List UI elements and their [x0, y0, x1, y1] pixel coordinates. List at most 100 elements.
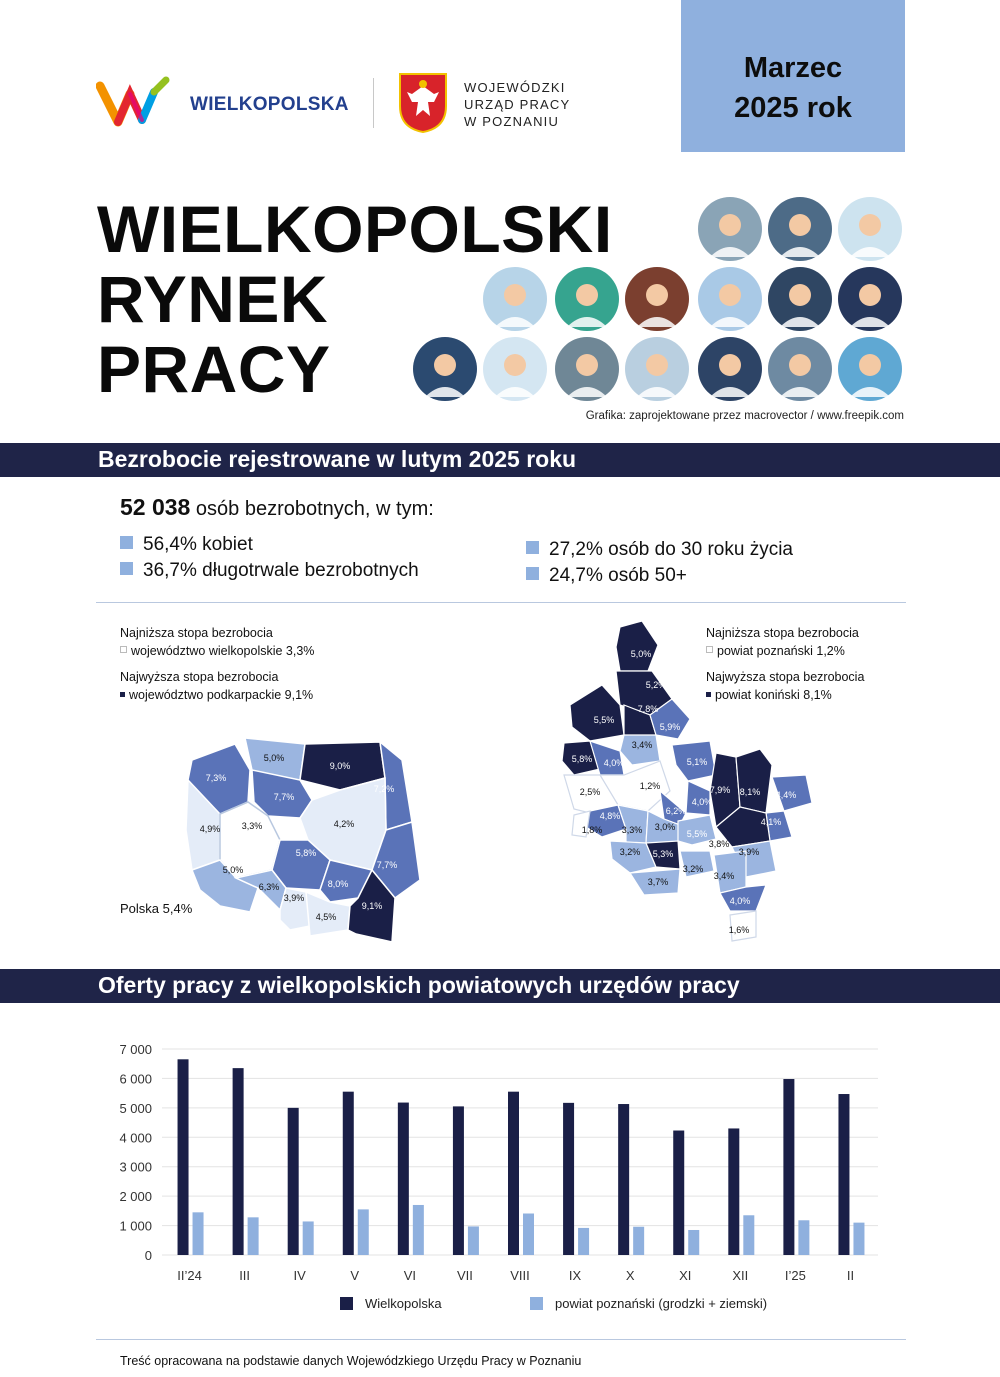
powiat-rate-label: 4,0%: [604, 758, 625, 768]
unemployed-total: 52 038 osób bezrobotnych, w tym:: [120, 494, 434, 521]
stat-under30-text: 27,2% osób do 30 roku życia: [549, 539, 793, 560]
wielkopolska-powiat-map: 5,0% 5,2% 7,8% 5,5% 5,9% 3,4% 5,8% 4,0% 5,1% 1,2%…: [561, 620, 813, 942]
stat-women-text: 56,4% kobiet: [143, 534, 253, 555]
wup-line2: URZĄD PRACY: [464, 97, 571, 112]
poland-rate-label: 4,9%: [200, 824, 221, 834]
wup-line3: W POZNANIU: [464, 114, 560, 129]
worker-avatar-icon: [413, 337, 477, 401]
y-tick-label: 6 000: [119, 1071, 152, 1086]
powiat-rate-label: 2,5%: [580, 787, 601, 797]
bar-poznanski: [412, 1204, 424, 1255]
stat-women: 56,4% kobiet: [120, 534, 253, 556]
powiat-rate-label: 5,8%: [572, 754, 593, 764]
powiat-rate-label: 3,0%: [655, 822, 676, 832]
x-tick-label: II’24: [177, 1268, 202, 1283]
date-month: Marzec: [743, 52, 843, 84]
graphics-credit: Grafika: zaprojektowane przez macrovecto…: [585, 410, 904, 422]
bar-poznanski: [798, 1220, 810, 1255]
poland-rate-label: 7,2%: [374, 784, 395, 794]
legend-swatch-navy: [340, 1297, 353, 1310]
stat-over50-text: 24,7% osób 50+: [549, 565, 687, 586]
worker-avatar-icon: [768, 337, 832, 401]
x-tick-label: X: [626, 1268, 635, 1283]
worker-avatar-icon: [698, 267, 762, 331]
bar-poznanski: [192, 1212, 204, 1255]
wielkopolska-logo-icon: [96, 76, 170, 127]
brand-name: WIELKOPOLSKA: [190, 94, 349, 115]
powiat-rate-label: 4,0%: [692, 797, 713, 807]
y-tick-label: 1 000: [119, 1219, 152, 1234]
voivodeship-lubelskie: [371, 821, 421, 900]
legend-item-poznanski: powiat poznański (grodzki + ziemski): [530, 1296, 767, 1311]
powiat-rate-label: 5,0%: [631, 649, 652, 659]
region-map-notes: Najniższa stopa bezrobocia powiat poznań…: [706, 624, 864, 704]
poland-highest: województwo podkarpackie 9,1%: [120, 686, 314, 704]
x-tick-label: V: [350, 1268, 359, 1283]
page-title: WIELKOPOLSKI RYNEK PRACY: [97, 194, 613, 404]
powiat-rate-label: 3,2%: [620, 847, 641, 857]
y-tick-label: 2 000: [119, 1189, 152, 1204]
legend-swatch-light: [530, 1297, 543, 1310]
poland-rate-label: 4,2%: [334, 819, 355, 829]
bar-wielkopolska: [177, 1059, 189, 1255]
bar-wielkopolska: [783, 1079, 795, 1255]
powiat-rate-label: 5,5%: [687, 829, 708, 839]
bullet-square-icon: [526, 567, 539, 580]
voivodeship-podkarpackie: [347, 868, 396, 943]
region-lowest-value: powiat poznański 1,2%: [717, 644, 845, 658]
legend-label-wielkopolska: Wielkopolska: [365, 1296, 442, 1311]
powiat-rate-label: 5,2%: [646, 680, 667, 690]
poland-rate-label: 9,0%: [330, 761, 351, 771]
legend-item-wielkopolska: Wielkopolska: [340, 1296, 442, 1311]
powiat-rate-label: 1,8%: [582, 825, 603, 835]
section-heading-offers: Oferty pracy z wielkopolskich powiatowyc…: [98, 972, 740, 998]
poland-highest-value: województwo podkarpackie 9,1%: [129, 688, 314, 702]
bar-poznanski: [523, 1213, 534, 1255]
poland-rate-label: 5,8%: [296, 848, 317, 858]
poland-rate-label: 8,0%: [328, 879, 349, 889]
poland-rate-label: 9,1%: [362, 901, 383, 911]
bar-poznanski: [688, 1229, 700, 1255]
powiat-rate-label: 3,3%: [622, 825, 643, 835]
powiat-rate-label: 5,5%: [594, 715, 615, 725]
coat-of-arms-icon: [399, 73, 447, 134]
poland-rate-label: 5,0%: [223, 865, 244, 875]
y-tick-label: 5 000: [119, 1101, 152, 1116]
bar-wielkopolska: [342, 1091, 354, 1255]
title-line3: PRACY: [97, 332, 331, 406]
poland-rate-label: 7,3%: [206, 773, 227, 783]
bar-wielkopolska: [232, 1068, 244, 1255]
worker-avatar-icon: [625, 267, 689, 331]
bullet-square-icon: [526, 541, 539, 554]
worker-avatar-icon: [768, 197, 832, 261]
x-tick-label: I’25: [785, 1268, 806, 1283]
region-highest: powiat koniński 8,1%: [706, 686, 864, 704]
bar-wielkopolska: [397, 1102, 409, 1255]
divider: [96, 1339, 906, 1340]
bullet-square-icon: [120, 562, 133, 575]
worker-avatars: [413, 197, 902, 401]
section-bar-unemployment: Bezrobocie rejestrowane w lutym 2025 rok…: [0, 443, 1000, 477]
divider: [96, 602, 906, 603]
bar-poznanski: [578, 1227, 590, 1255]
poland-rate-label: 3,9%: [284, 893, 305, 903]
powiat-rate-label: 4,8%: [600, 811, 621, 821]
worker-avatar-icon: [838, 197, 902, 261]
powiat-rate-label: 4,4%: [776, 790, 797, 800]
poland-map: 5,0% 9,0% 7,3% 7,2% 7,7% 4,2% 4,9% 3,3% 5,8% 7,7%…: [185, 737, 421, 943]
region-lowest-label: Najniższa stopa bezrobocia: [706, 626, 859, 640]
powiat-rate-label: 4,1%: [761, 817, 782, 827]
y-tick-label: 0: [145, 1248, 152, 1263]
powiat-rate-label: 5,1%: [687, 757, 708, 767]
bar-wielkopolska: [618, 1104, 630, 1255]
poland-lowest-value: województwo wielkopolskie 3,3%: [131, 644, 315, 658]
x-tick-label: VIII: [510, 1268, 530, 1283]
bar-poznanski: [247, 1217, 259, 1255]
x-tick-label: II: [847, 1268, 854, 1283]
powiat-rate-label: 7,9%: [710, 785, 731, 795]
x-tick-label: VI: [404, 1268, 416, 1283]
poland-rate-label: 7,7%: [377, 860, 398, 870]
powiat-rate-label: 3,7%: [648, 877, 669, 887]
powiat-rate-label: 5,3%: [653, 849, 674, 859]
bar-wielkopolska: [728, 1128, 740, 1255]
